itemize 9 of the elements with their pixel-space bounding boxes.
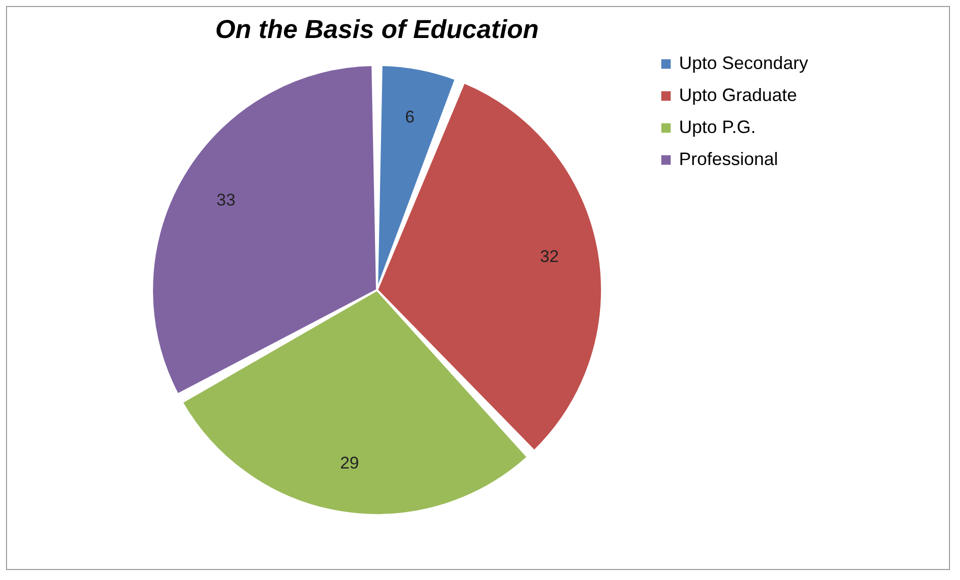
- legend-label: Upto P.G.: [679, 117, 756, 137]
- legend-label: Upto Secondary: [679, 53, 808, 73]
- chart-title: On the Basis of Education: [215, 14, 539, 44]
- legend-label: Professional: [679, 149, 778, 169]
- data-label: 6: [405, 108, 415, 127]
- data-label: 29: [340, 453, 360, 472]
- legend-label: Upto Graduate: [679, 85, 798, 105]
- data-label: 32: [540, 247, 559, 266]
- data-label: 33: [216, 190, 236, 210]
